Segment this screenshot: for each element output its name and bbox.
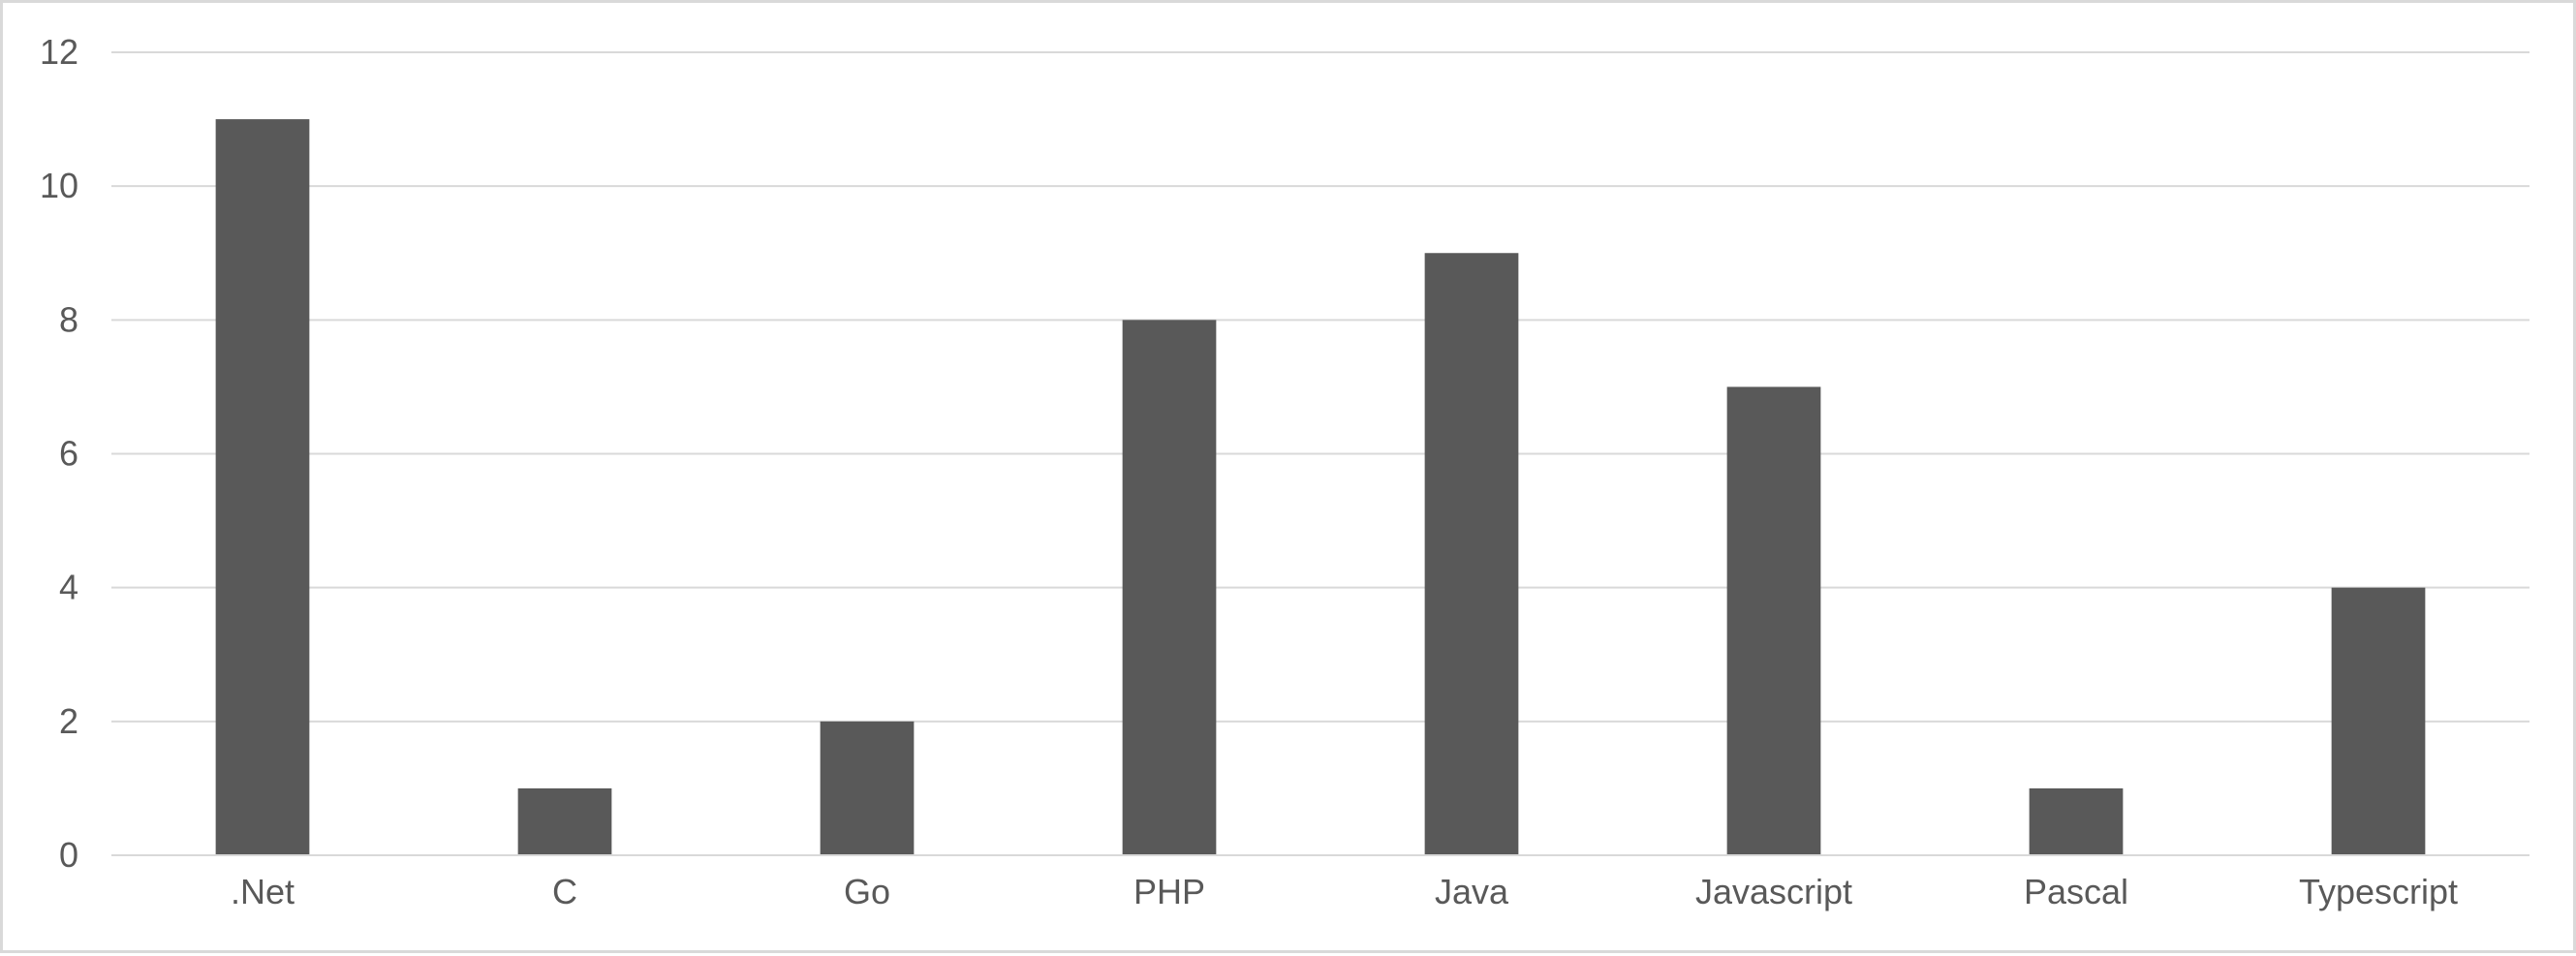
bar: [1122, 320, 1217, 855]
bars: [215, 119, 2426, 856]
x-tick-label: Go: [844, 872, 890, 911]
y-tick-label: 8: [59, 299, 78, 339]
bar: [820, 721, 915, 855]
y-tick-label: 12: [40, 32, 78, 72]
bar: [517, 787, 612, 855]
bar: [2331, 587, 2426, 855]
bar: [1726, 386, 1821, 855]
y-tick-label: 2: [59, 701, 78, 741]
x-tick-label: PHP: [1133, 872, 1205, 911]
x-tick-label: Java: [1435, 872, 1509, 911]
bar: [215, 119, 310, 856]
x-tick-label: Javascript: [1695, 872, 1852, 911]
bar: [2029, 787, 2124, 855]
bar-chart: 0 2 4 6 8 10 12 .Net C Go PHP Java Javascript Pascal…: [40, 32, 2529, 911]
bar: [1424, 253, 1519, 855]
y-axis-tick-labels: 0 2 4 6 8 10 12: [40, 32, 78, 875]
y-tick-label: 4: [59, 568, 78, 607]
gridlines: [111, 51, 2529, 723]
x-tick-label: C: [552, 872, 577, 911]
y-tick-label: 0: [59, 835, 78, 875]
y-tick-label: 10: [40, 166, 78, 205]
x-tick-label: Pascal: [2024, 872, 2128, 911]
y-tick-label: 6: [59, 434, 78, 474]
x-tick-label: .Net: [231, 872, 295, 911]
x-axis-tick-labels: .Net C Go PHP Java Javascript Pascal Typescript: [231, 872, 2458, 911]
x-tick-label: Typescript: [2299, 872, 2458, 911]
